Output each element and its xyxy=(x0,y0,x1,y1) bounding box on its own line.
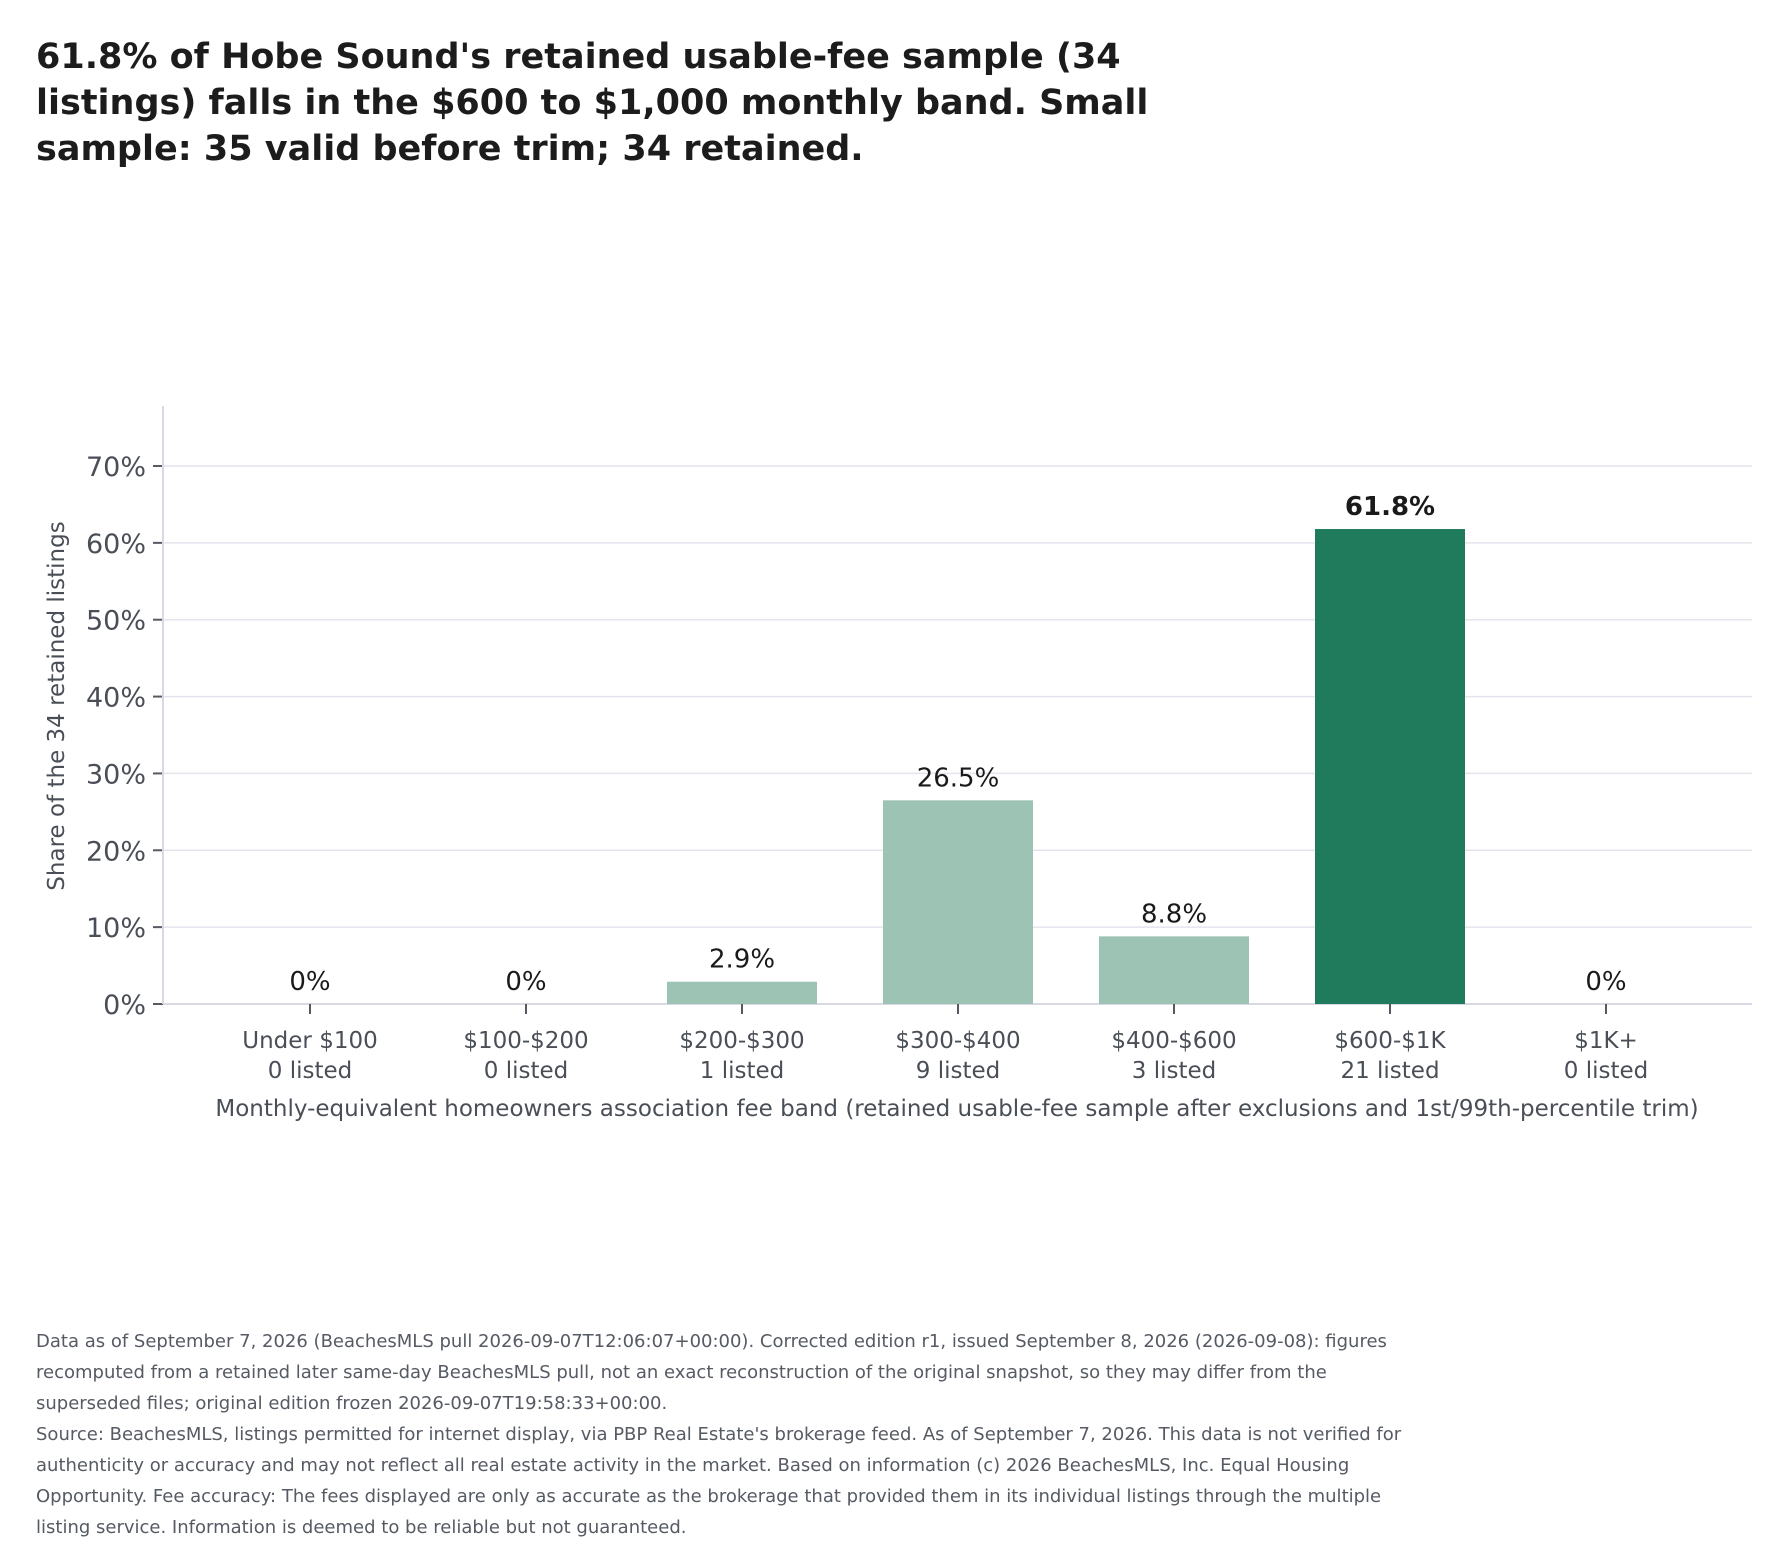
y-tick-label: 10% xyxy=(86,913,146,944)
x-category-label: $400-$600 xyxy=(1111,1028,1236,1054)
bar xyxy=(667,981,817,1004)
data-label: 2.9% xyxy=(709,945,775,975)
x-category-count: 1 listed xyxy=(700,1058,784,1084)
x-category-label: $100-$200 xyxy=(463,1028,588,1054)
chart-title: 61.8% of Hobe Sound's retained usable-fe… xyxy=(36,37,1149,169)
footnote-source-note: Source: BeachesMLS, listings permitted f… xyxy=(36,1424,1402,1538)
x-category-label: $600-$1K xyxy=(1334,1028,1446,1054)
bar-chart: 0% 10% 20% 30% 40% 50% 60% 70% Under $100 0 liste… xyxy=(44,406,1752,1122)
y-axis-title: Share of the 34 retained listings xyxy=(44,521,70,890)
data-label: 0% xyxy=(1585,967,1626,997)
bar xyxy=(1099,936,1249,1004)
y-tick-label: 70% xyxy=(86,452,146,483)
y-tick-label: 0% xyxy=(103,990,146,1021)
y-tick-label: 40% xyxy=(86,683,146,714)
x-category-label: $1K+ xyxy=(1574,1028,1638,1054)
x-axis-title: Monthly-equivalent homeowners associatio… xyxy=(215,1096,1698,1122)
data-label: 8.8% xyxy=(1141,899,1207,929)
bar xyxy=(1315,529,1465,1004)
x-category-label: Under $100 xyxy=(242,1028,377,1054)
data-label: 0% xyxy=(289,967,330,997)
gridlines xyxy=(163,465,1752,928)
data-labels: 0% 0% 2.9% 26.5% 8.8% 61.8% 0% xyxy=(289,492,1626,997)
y-tick-label: 60% xyxy=(86,529,146,560)
x-category-count: 0 listed xyxy=(1564,1058,1648,1084)
source-footnote: Data as of September 7, 2026 (BeachesMLS… xyxy=(36,1326,1416,1543)
y-tick-label: 20% xyxy=(86,836,146,867)
y-tick-label: 30% xyxy=(86,759,146,790)
data-label: 0% xyxy=(505,967,546,997)
axes: 0% 10% 20% 30% 40% 50% 60% 70% Under $100 0 liste… xyxy=(86,406,1752,1084)
bar xyxy=(883,800,1033,1004)
data-label: 61.8% xyxy=(1345,492,1435,522)
bars xyxy=(667,529,1465,1004)
data-label: 26.5% xyxy=(917,763,1000,793)
x-category-count: 0 listed xyxy=(484,1058,568,1084)
x-category-count: 0 listed xyxy=(268,1058,352,1084)
x-category-label: $300-$400 xyxy=(895,1028,1020,1054)
x-category-count: 3 listed xyxy=(1132,1058,1216,1084)
x-category-count: 9 listed xyxy=(916,1058,1000,1084)
x-category-label: $200-$300 xyxy=(679,1028,804,1054)
footnote-data-note: Data as of September 7, 2026 (BeachesMLS… xyxy=(36,1331,1387,1414)
x-category-count: 21 listed xyxy=(1340,1058,1439,1084)
y-tick-label: 50% xyxy=(86,606,146,637)
